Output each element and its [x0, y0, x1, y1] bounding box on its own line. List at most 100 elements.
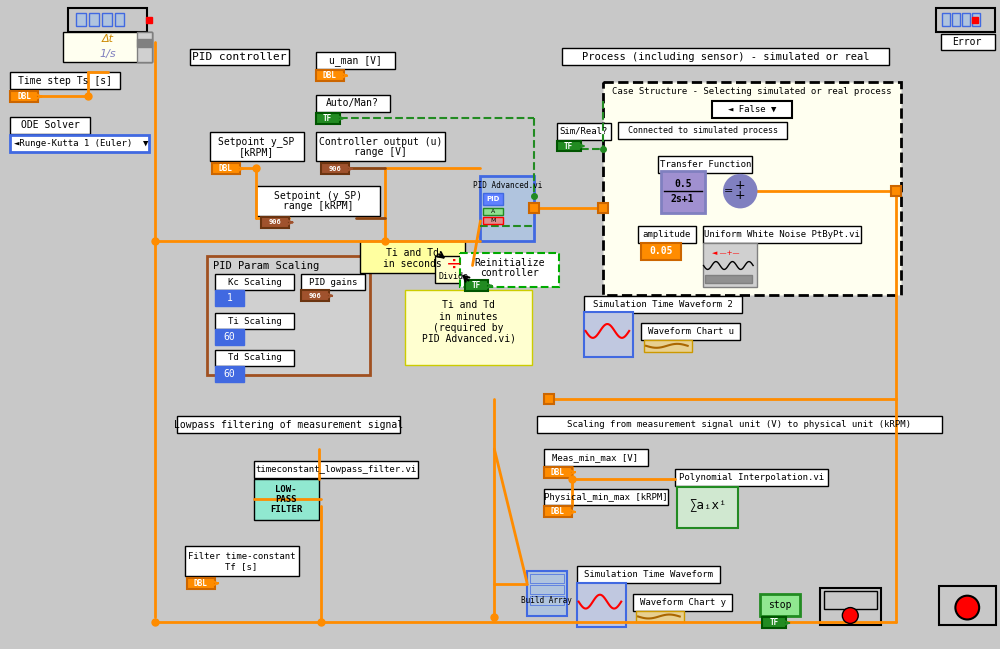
- Bar: [544, 449, 648, 466]
- Bar: [10, 134, 149, 153]
- Bar: [636, 611, 684, 622]
- Bar: [162, 38, 534, 395]
- Bar: [185, 546, 299, 576]
- Text: TF: TF: [323, 114, 332, 123]
- Text: amplitude: amplitude: [643, 230, 691, 239]
- Text: range [V]: range [V]: [354, 147, 407, 158]
- Text: in seconds: in seconds: [383, 258, 441, 269]
- Bar: [529, 404, 950, 617]
- Text: +: +: [735, 189, 746, 202]
- Bar: [705, 275, 752, 284]
- Text: Simulation Time Waveform: Simulation Time Waveform: [584, 570, 713, 579]
- Text: Setpoint (y_SP): Setpoint (y_SP): [274, 190, 362, 201]
- Text: ◄Runge-Kutta 1 (Euler)  ▼: ◄Runge-Kutta 1 (Euler) ▼: [14, 139, 148, 148]
- Bar: [162, 404, 519, 617]
- Bar: [577, 566, 720, 583]
- Text: Setpoint y_SP: Setpoint y_SP: [218, 136, 295, 147]
- Text: Process (including sensor) - simulated or real: Process (including sensor) - simulated o…: [582, 52, 869, 62]
- Text: 906: 906: [328, 166, 341, 172]
- Bar: [824, 591, 877, 609]
- Bar: [603, 82, 901, 295]
- Text: 60: 60: [224, 332, 235, 342]
- Bar: [10, 72, 120, 89]
- Bar: [137, 40, 152, 47]
- Text: ∑aᵢxⁱ: ∑aᵢxⁱ: [689, 499, 726, 512]
- Text: TF: TF: [472, 281, 481, 290]
- Bar: [360, 241, 465, 273]
- Bar: [544, 467, 572, 478]
- Text: DBL: DBL: [219, 164, 233, 173]
- Bar: [190, 49, 289, 65]
- Bar: [675, 469, 828, 485]
- Bar: [584, 296, 742, 313]
- Text: Controller output (u): Controller output (u): [319, 136, 442, 147]
- Text: DBL: DBL: [17, 92, 31, 101]
- Text: (required by: (required by: [433, 323, 504, 333]
- Bar: [215, 350, 294, 365]
- Bar: [212, 164, 240, 175]
- Text: 906: 906: [269, 219, 282, 225]
- Text: Physical_min_max [kRPM]: Physical_min_max [kRPM]: [544, 493, 667, 502]
- Bar: [661, 171, 705, 213]
- Bar: [316, 70, 344, 81]
- Bar: [537, 416, 942, 433]
- Bar: [936, 8, 995, 32]
- Text: ◄ —+—: ◄ —+—: [712, 250, 740, 256]
- Bar: [712, 101, 792, 117]
- Bar: [939, 586, 996, 626]
- Bar: [405, 290, 532, 365]
- Bar: [527, 571, 567, 615]
- Bar: [254, 479, 319, 520]
- Bar: [215, 329, 244, 345]
- Bar: [115, 13, 124, 25]
- Text: A: A: [491, 209, 495, 214]
- Bar: [76, 13, 86, 25]
- Bar: [301, 275, 365, 290]
- Bar: [137, 32, 152, 62]
- Text: 1/s: 1/s: [99, 49, 116, 59]
- Bar: [215, 290, 244, 306]
- Text: ÷: ÷: [445, 255, 462, 274]
- Bar: [952, 13, 960, 25]
- Bar: [63, 32, 152, 62]
- Bar: [480, 177, 534, 241]
- Bar: [633, 594, 732, 611]
- Text: TF: TF: [564, 141, 573, 151]
- Text: Td Scaling: Td Scaling: [228, 353, 281, 362]
- Bar: [102, 13, 112, 25]
- Text: M: M: [491, 218, 496, 223]
- Text: ODE Solver: ODE Solver: [21, 120, 79, 130]
- Bar: [942, 13, 950, 25]
- Text: 906: 906: [308, 293, 321, 299]
- Bar: [254, 461, 418, 478]
- Text: Time step Ts [s]: Time step Ts [s]: [18, 75, 112, 86]
- Bar: [460, 252, 559, 288]
- Bar: [618, 122, 787, 139]
- Bar: [316, 53, 395, 69]
- Circle shape: [724, 175, 756, 207]
- Text: Simulation Time Waveform 2: Simulation Time Waveform 2: [593, 300, 733, 309]
- Bar: [68, 8, 147, 32]
- Bar: [641, 323, 740, 340]
- Bar: [544, 506, 572, 517]
- Circle shape: [955, 596, 979, 620]
- Bar: [316, 95, 390, 112]
- Text: [kRPM]: [kRPM]: [239, 147, 274, 158]
- Circle shape: [842, 607, 858, 624]
- Text: DBL: DBL: [551, 468, 565, 477]
- Bar: [972, 13, 980, 25]
- Text: Auto/Man?: Auto/Man?: [326, 99, 379, 108]
- Bar: [562, 49, 889, 65]
- Bar: [941, 34, 995, 51]
- Text: 0.05: 0.05: [649, 246, 673, 256]
- Bar: [677, 487, 738, 528]
- Bar: [215, 313, 294, 329]
- Bar: [644, 340, 692, 352]
- Text: TF: TF: [769, 618, 779, 628]
- Bar: [210, 132, 304, 162]
- Text: 60: 60: [224, 369, 235, 378]
- Text: Tf [s]: Tf [s]: [225, 563, 258, 571]
- Bar: [483, 217, 503, 224]
- Text: timeconstant_lowpass_filter.vi: timeconstant_lowpass_filter.vi: [255, 465, 416, 474]
- Bar: [215, 365, 244, 382]
